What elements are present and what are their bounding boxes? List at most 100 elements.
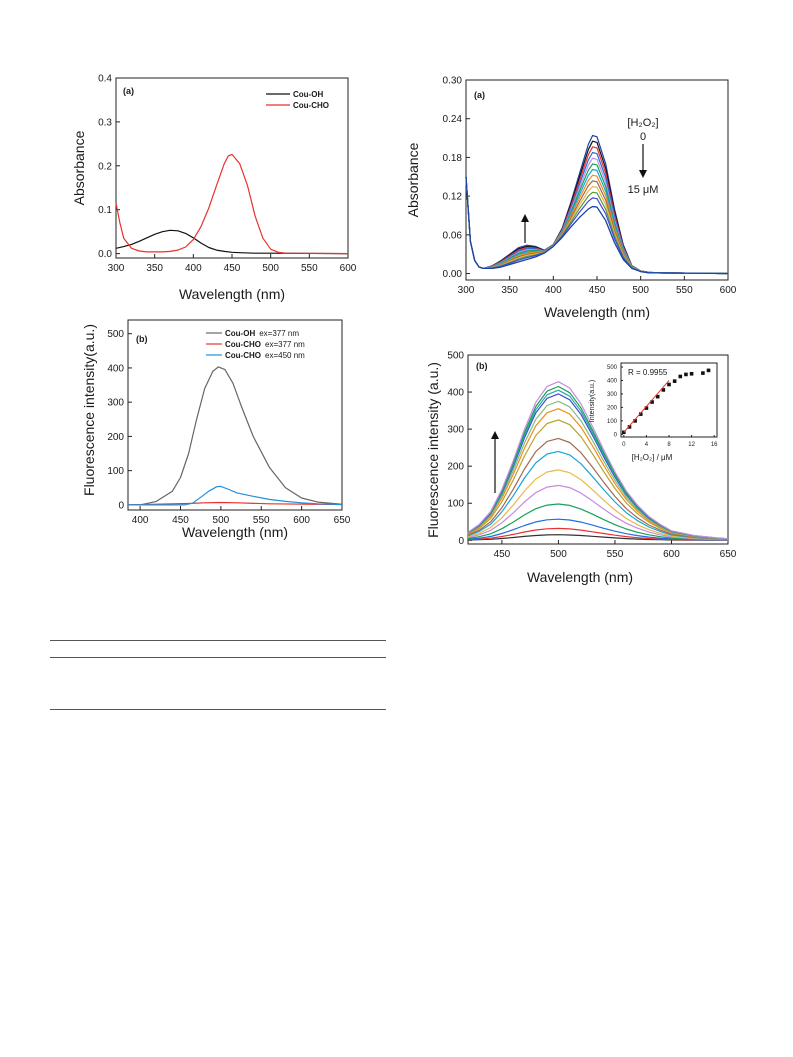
x-axis-label: Wavelength (nm) [544, 304, 650, 320]
inset-data-point [689, 371, 694, 376]
y-tick-label: 0.3 [98, 117, 112, 128]
x-ticks: 300 350 400 450 500 550 600 [108, 254, 357, 274]
y-tick-label: 0.06 [443, 230, 463, 241]
inset-data-point [655, 394, 660, 399]
inset-y-tick-label: 200 [607, 406, 618, 412]
inset-r-label: R = 0.9955 [628, 368, 668, 377]
series-group [127, 366, 343, 506]
y-tick-label: 0.30 [443, 76, 463, 87]
x-tick-label: 550 [607, 549, 624, 560]
titration-curve-5 [465, 157, 729, 275]
legend: Cou-OH Cou-CHO [266, 90, 329, 110]
inset-y-ticks: 0 100 200 300 400 500 [607, 365, 623, 438]
y-axis-label: Absorbance [405, 142, 421, 217]
legend-label-3: Cou-CHO ex=450 nm [225, 351, 305, 360]
annotation-group: [H₂O₂] 0 15 μM [521, 117, 659, 243]
x-tick-label: 550 [253, 515, 270, 526]
emission-curve-2 [467, 527, 729, 541]
y-axis-label: Fluorescence intensity(a.u.) [81, 324, 97, 496]
inset-data-point [667, 382, 671, 387]
legend-label-cou-cho: Cou-CHO [293, 101, 329, 110]
series-group [465, 134, 729, 275]
x-tick-label: 550 [676, 285, 693, 296]
y-tick-label: 400 [107, 363, 124, 374]
inset-data-point [644, 406, 649, 410]
x-tick-label: 300 [458, 285, 475, 296]
y-axis-label: Fluorescence intensity (a.u.) [425, 362, 441, 538]
y-tick-label: 0.2 [98, 161, 112, 172]
y-axis-label: Absorbance [71, 130, 87, 205]
legend-label-1: Cou-OH ex=377 nm [225, 329, 299, 338]
inset-y-tick-label: 400 [607, 379, 618, 385]
plot-frame [467, 354, 729, 545]
emission-curve-7 [467, 450, 729, 540]
inset-x-tick-label: 0 [622, 442, 626, 448]
x-axis-label: Wavelength (nm) [527, 569, 633, 585]
x-axis-label: Wavelength (nm) [179, 286, 285, 302]
emission-curve-4 [467, 503, 729, 541]
inset-fit-line [623, 380, 670, 433]
y-tick-label: 0.00 [443, 269, 463, 280]
y-tick-label: 0.0 [98, 249, 112, 260]
chart-fluorescence-titration: 450 500 550 600 650 0 100 200 300 400 500 (b) 0 4 8… [425, 351, 737, 586]
inset-data-point [678, 374, 683, 379]
chart-absorbance-cou: 300 350 400 450 500 550 600 0.0 0.1 0.2 0.3 0.4 (a… [71, 74, 357, 303]
y-tick-label: 400 [447, 388, 464, 399]
x-tick-label: 650 [334, 515, 351, 526]
inset-data-point [638, 412, 643, 416]
x-tick-label: 500 [262, 263, 279, 274]
x-axis-label: Wavelength (nm) [182, 524, 288, 540]
y-tick-label: 300 [107, 398, 124, 409]
y-tick-label: 0 [118, 500, 124, 511]
emission-curve-8 [467, 437, 729, 540]
x-tick-label: 500 [632, 285, 649, 296]
panel-label: (a) [123, 86, 134, 96]
x-tick-label: 400 [185, 263, 202, 274]
inset-data-point [672, 379, 677, 383]
x-tick-label: 350 [501, 285, 518, 296]
inset-series [622, 368, 711, 435]
y-tick-label: 100 [447, 499, 464, 510]
series-group [115, 153, 349, 255]
plot-frame [465, 79, 729, 281]
y-ticks: 0 100 200 300 400 500 [447, 351, 472, 547]
emission-curve-15 [467, 381, 729, 540]
inset-y-tick-label: 100 [607, 419, 618, 425]
inset-x-ticks: 0 4 8 12 16 [622, 435, 718, 448]
inset-y-tick-label: 0 [614, 432, 618, 438]
x-tick-label: 450 [224, 263, 241, 274]
emission-curve-6 [467, 469, 729, 541]
x-tick-label: 400 [132, 515, 149, 526]
x-tick-label: 350 [146, 263, 163, 274]
increase-arrow-head [521, 214, 529, 222]
decrease-arrow-head [639, 170, 647, 178]
inset-y-tick-label: 500 [607, 365, 618, 371]
inset-data-point [633, 419, 637, 423]
panel-label: (a) [474, 90, 485, 100]
x-tick-label: 650 [720, 549, 737, 560]
legend: Cou-OH ex=377 nm Cou-CHO ex=377 nm Cou-CHO… [206, 329, 305, 360]
inset-data-point [650, 400, 654, 404]
table-rule-mid [50, 657, 386, 658]
inset-data-point [701, 371, 705, 375]
y-tick-label: 0 [458, 536, 464, 547]
inset-x-tick-label: 4 [645, 442, 649, 448]
series-line-2 [115, 153, 349, 255]
series-line-1 [128, 366, 343, 506]
x-tick-label: 550 [301, 263, 318, 274]
y-tick-label: 500 [107, 329, 124, 340]
conc-label: [H₂O₂] [627, 117, 658, 129]
x-ticks: 400 450 500 550 600 650 [132, 506, 351, 526]
x-ticks: 450 500 550 600 650 [494, 540, 737, 560]
y-tick-label: 0.24 [443, 114, 463, 125]
inset-x-tick-label: 16 [711, 442, 718, 448]
emission-curve-9 [467, 419, 729, 540]
y-ticks: 0 100 200 300 400 500 [107, 329, 132, 511]
x-tick-label: 600 [340, 263, 357, 274]
inset-x-tick-label: 8 [667, 442, 671, 448]
y-ticks: 0.0 0.1 0.2 0.3 0.4 [98, 74, 120, 260]
emission-curve-5 [467, 484, 729, 541]
y-tick-label: 0.4 [98, 74, 112, 85]
y-tick-label: 200 [107, 432, 124, 443]
